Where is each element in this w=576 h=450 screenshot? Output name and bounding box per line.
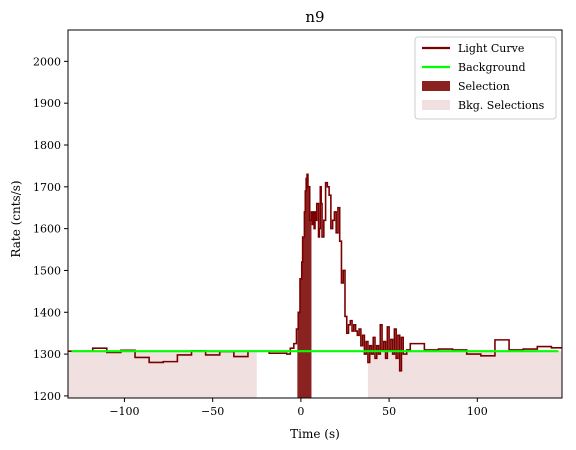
legend-box: [414, 36, 557, 120]
y-tick-label-1500: 1500: [33, 264, 61, 277]
y-tick-label-1400: 1400: [33, 306, 61, 319]
selection-region: [297, 174, 312, 398]
legend-swatch-selection: [422, 81, 450, 91]
y-tick-label-1600: 1600: [33, 223, 61, 236]
x-tick-label-50: 50: [382, 405, 396, 418]
light-curve-line: [68, 173, 562, 372]
y-tick-label-1700: 1700: [33, 181, 61, 194]
x-tick-label-0: 0: [297, 405, 304, 418]
x-tick-label--100: −100: [109, 405, 139, 418]
chart-title: n9: [305, 8, 324, 26]
y-tick-label-2000: 2000: [33, 55, 61, 68]
legend-label-background: Background: [458, 61, 526, 74]
y-tick-label-1200: 1200: [33, 390, 61, 403]
x-tick-label--50: −50: [201, 405, 224, 418]
y-tick-label-1900: 1900: [33, 97, 61, 110]
legend-label-bkg-selections: Bkg. Selections: [458, 99, 545, 112]
plot-area: −100 −50 0 50 100 1200 1300 1400 1500 1600 1700 180…: [33, 29, 563, 418]
bkg-selection-region-0: [68, 351, 257, 398]
x-tick-label-100: 100: [467, 405, 488, 418]
axes-frame: [67, 29, 563, 399]
y-tick-label-1300: 1300: [33, 348, 61, 361]
legend: Light Curve Background Selection Bkg. Selec…: [414, 36, 557, 120]
legend-label-selection: Selection: [458, 80, 510, 93]
y-axis-label: Rate (cnts/s): [9, 180, 23, 257]
legend-label-light-curve: Light Curve: [458, 42, 524, 55]
x-axis-label: Time (s): [290, 427, 340, 441]
y-tick-label-1800: 1800: [33, 139, 61, 152]
legend-swatch-bkg-selections: [422, 100, 450, 110]
